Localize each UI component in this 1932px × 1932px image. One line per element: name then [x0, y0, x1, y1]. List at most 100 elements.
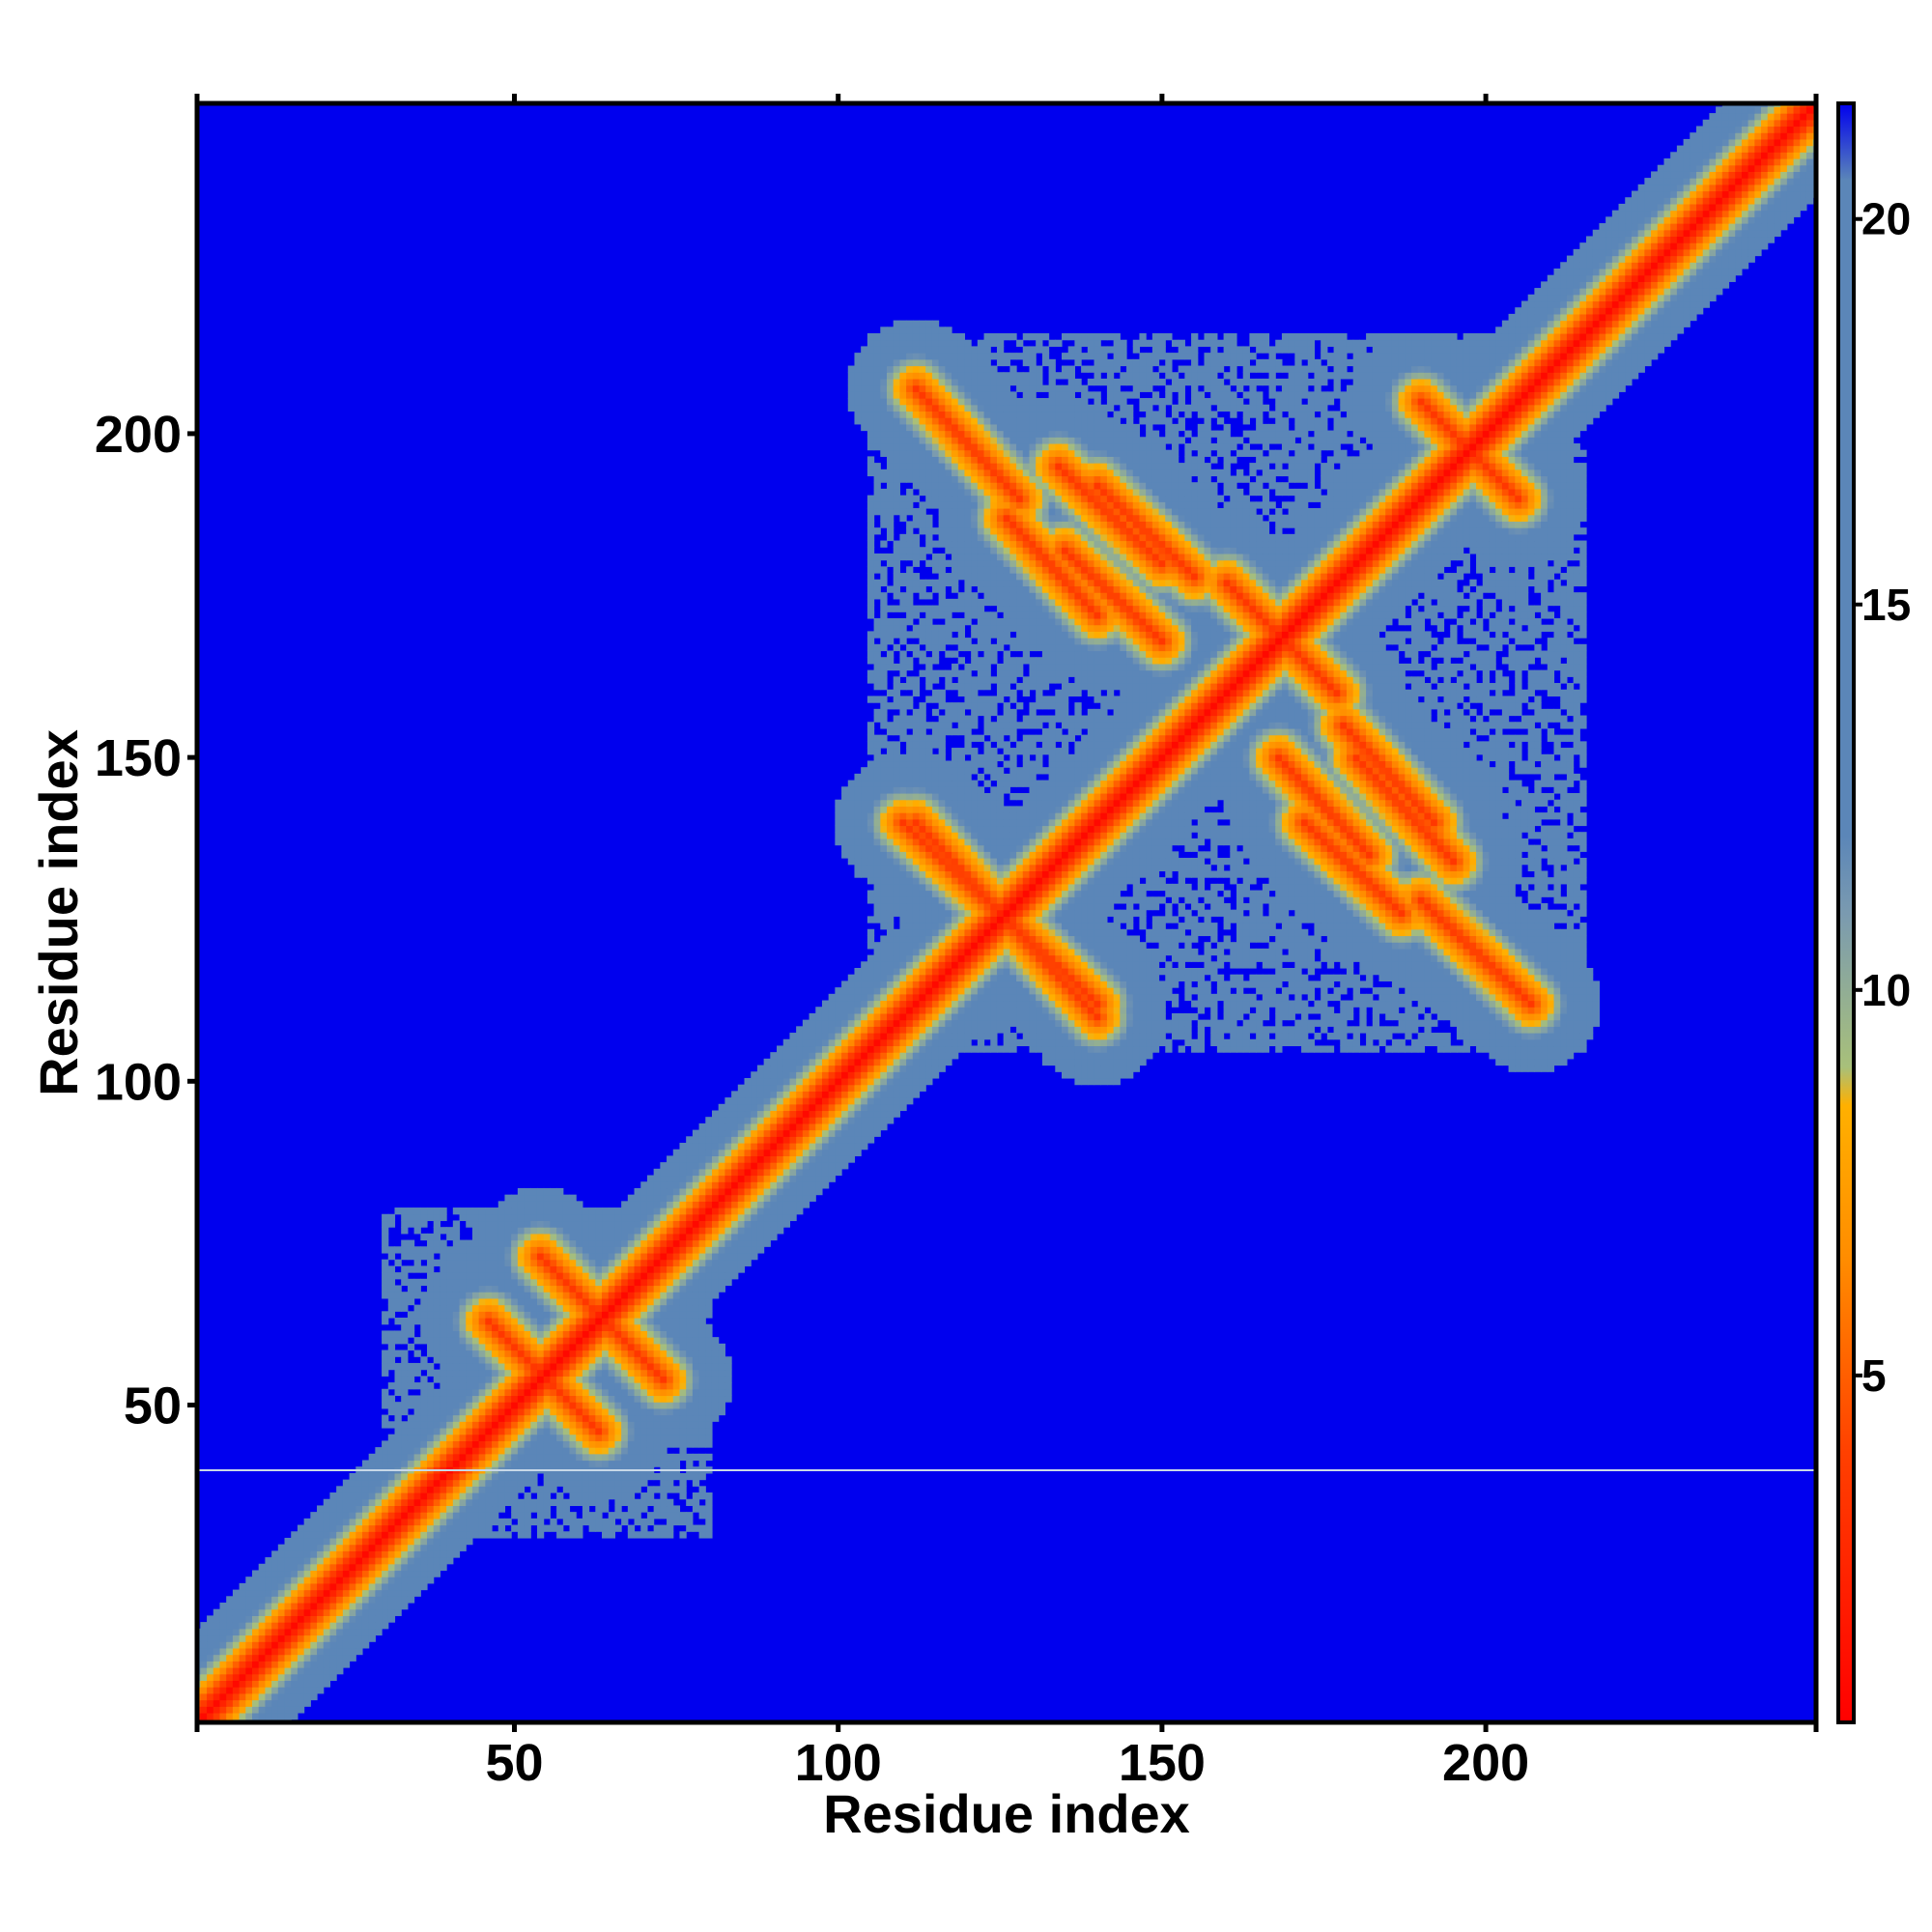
heatmap-cell [517, 1434, 526, 1441]
heatmap-cell [841, 1033, 849, 1040]
heatmap-cell [809, 1065, 816, 1072]
heatmap-cell [576, 1369, 583, 1377]
heatmap-cell [945, 1058, 952, 1066]
heatmap-cell [744, 1117, 752, 1124]
heatmap-cell [1126, 1045, 1134, 1053]
heatmap-cell [1216, 1033, 1225, 1040]
heatmap-cell [880, 1000, 888, 1008]
heatmap-cell [413, 1213, 421, 1222]
heatmap-cell [1405, 1012, 1412, 1021]
heatmap-cell [492, 1350, 499, 1357]
heatmap-cell [232, 1589, 241, 1597]
heatmap-cell [614, 1524, 622, 1532]
heatmap-cell [349, 1550, 356, 1558]
heatmap-cell [686, 1272, 694, 1280]
heatmap-cell [336, 1608, 344, 1616]
heatmap-cell [569, 1208, 577, 1215]
heatmap-cell [459, 1453, 467, 1462]
heatmap-cell [756, 1246, 765, 1254]
heatmap-cell [705, 1505, 713, 1513]
heatmap-cell [692, 1376, 700, 1383]
heatmap-cell [492, 1323, 499, 1331]
heatmap-cell [1333, 1019, 1341, 1027]
heatmap-cell [621, 1220, 629, 1228]
heatmap-cell [744, 1175, 752, 1182]
heatmap-cell [1242, 1033, 1250, 1040]
heatmap-cell [686, 1213, 694, 1222]
heatmap-cell [705, 1427, 713, 1435]
heatmap-cell [368, 1486, 376, 1493]
heatmap-cell [543, 1356, 551, 1364]
heatmap-cell [497, 1498, 506, 1507]
heatmap-cell [310, 1615, 318, 1623]
heatmap-cell [407, 1447, 415, 1455]
heatmap-cell [226, 1622, 234, 1630]
heatmap-cell [828, 1122, 836, 1131]
heatmap-cell [310, 1550, 318, 1558]
heatmap-cell [653, 1512, 661, 1520]
heatmap-cell [420, 1337, 428, 1345]
heatmap-cell [485, 1278, 493, 1287]
heatmap-cell [466, 1311, 473, 1319]
heatmap-cell [336, 1512, 344, 1520]
heatmap-cell [556, 1220, 564, 1228]
heatmap-cell [646, 1350, 655, 1357]
heatmap-cell [1301, 1033, 1309, 1040]
heatmap-cell [1566, 1033, 1575, 1040]
heatmap-cell [387, 1337, 396, 1345]
heatmap-cell [679, 1201, 687, 1208]
heatmap-cell [427, 1395, 435, 1403]
heatmap-cell [336, 1498, 344, 1507]
heatmap-cell [497, 1402, 506, 1409]
heatmap-cell [1281, 1026, 1290, 1034]
heatmap-cell [821, 1097, 830, 1105]
heatmap-cell [271, 1602, 279, 1610]
heatmap-cell [1520, 1012, 1529, 1021]
heatmap-cell [226, 1628, 234, 1636]
heatmap-cell [886, 1045, 895, 1053]
heatmap-cell [232, 1647, 241, 1656]
heatmap-cell [471, 1472, 480, 1481]
heatmap-cell [582, 1278, 590, 1287]
heatmap-cell [382, 1512, 389, 1520]
heatmap-cell [1541, 1052, 1548, 1060]
heatmap-cell [718, 1265, 725, 1273]
heatmap-cell [653, 1343, 661, 1351]
heatmap-cell [653, 1239, 661, 1247]
heatmap-cell [471, 1421, 480, 1429]
heatmap-cell [588, 1421, 596, 1429]
heatmap-cell [511, 1453, 519, 1462]
heatmap-cell [543, 1337, 551, 1345]
heatmap-cell [452, 1414, 461, 1422]
heatmap-cell [511, 1356, 519, 1364]
heatmap-cell [925, 1045, 933, 1053]
heatmap-cell [497, 1337, 506, 1345]
heatmap-cell [511, 1330, 519, 1338]
heatmap-cell [517, 1323, 526, 1331]
heatmap-cell [329, 1537, 337, 1546]
heatmap-cell [731, 1246, 739, 1254]
heatmap-cell [770, 1201, 778, 1208]
heatmap-cell [497, 1220, 506, 1228]
heatmap-cell [1113, 1033, 1121, 1040]
heatmap-cell [627, 1252, 636, 1261]
heatmap-cell [698, 1175, 706, 1182]
heatmap-cell [763, 1208, 771, 1215]
heatmap-cell [382, 1622, 389, 1630]
heatmap-cell [1120, 1058, 1127, 1066]
heatmap-cell [1139, 1045, 1147, 1053]
heatmap-cell [705, 1337, 713, 1345]
heatmap-cell [672, 1246, 681, 1254]
heatmap-cell [698, 1492, 706, 1500]
heatmap-cell [420, 1297, 428, 1306]
heatmap-cell [310, 1570, 318, 1577]
heatmap-cell [886, 1077, 895, 1086]
heatmap-cell [679, 1407, 687, 1416]
heatmap-cell [517, 1278, 526, 1287]
heatmap-cell [815, 1129, 823, 1137]
heatmap-cell [867, 1019, 875, 1027]
heatmap-cell [375, 1453, 383, 1462]
heatmap-cell [809, 1103, 816, 1112]
heatmap-cell [277, 1622, 286, 1630]
heatmap-cell [562, 1388, 571, 1397]
